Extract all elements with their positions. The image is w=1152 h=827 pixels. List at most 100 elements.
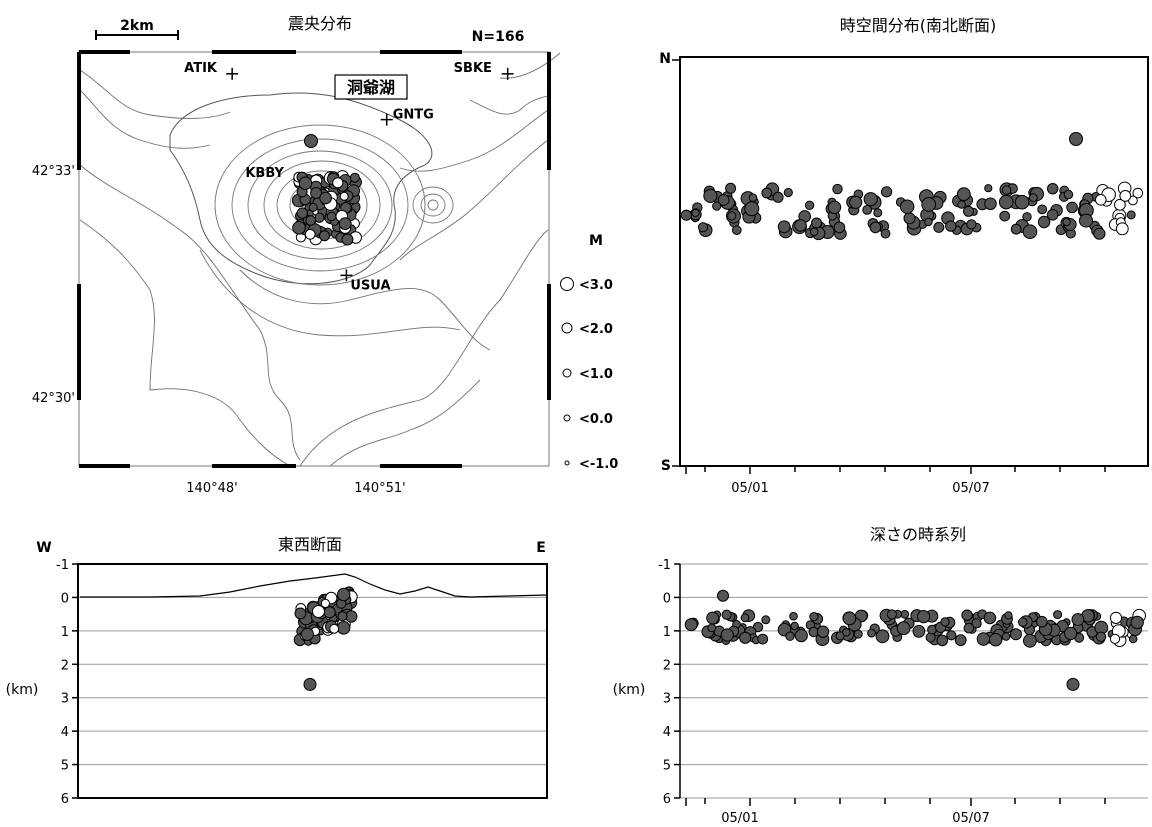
depth-event [1018,617,1028,627]
depth-event [739,631,752,644]
depth-event [707,623,717,633]
epicenter-point [296,207,308,219]
depth-tick-label: 6 [61,792,69,807]
ew-west-label: W [36,540,51,556]
ns-event [1079,213,1093,228]
event-count: N=166 [472,29,525,45]
lon-tick: 140°51' [354,481,405,496]
ns-event [732,225,742,235]
ns-event [880,228,891,239]
depth-tick-label: -1 [56,558,69,573]
ew-event [300,627,314,641]
lake-outline [169,92,433,285]
ns-north-label: N [659,51,671,67]
epicenter-point [292,221,306,235]
ns-x-tick-label: 05/01 [731,481,768,496]
depth-ylabel: (km) [613,682,646,698]
depth-tick-label: 3 [663,692,671,707]
ns-event [1126,210,1136,220]
epicenter-point [338,217,352,231]
depth-event [721,609,732,620]
ew-event [336,621,351,635]
ns-event [921,197,937,212]
depth-event [1109,611,1123,625]
depth-tick-label: 2 [61,658,69,673]
ew-event [294,607,307,620]
map-border-bars [77,50,551,468]
epicenter-point [304,228,316,240]
depth-x-tick-label: 05/07 [952,811,989,826]
ns-event [691,208,700,218]
legend-symbol [560,277,574,291]
epicenter-point [341,233,354,246]
ns-event [1093,227,1106,240]
depth-event [936,634,949,647]
ns-event [1001,185,1012,195]
ns-event [998,194,1014,210]
depth-event [1130,615,1144,630]
scale-label: 2km [120,18,154,34]
ns-event [1119,190,1132,202]
ns-event [827,200,842,215]
ns-event [761,187,773,199]
epicenter-point [305,215,317,226]
epicenter-point [319,230,330,242]
depth-event [971,618,982,629]
ns-event [1062,218,1071,227]
depth-event [1064,626,1078,641]
ns-event [1069,132,1083,146]
depth-tick-label: 3 [61,692,69,707]
depth-event [1001,632,1011,641]
epicenter-point [332,177,344,189]
ew-events [293,586,358,691]
depth-event [912,624,926,638]
ew-event [303,677,317,691]
depth-event [761,615,771,625]
depth-event [706,611,719,625]
legend-item: <2.0 [579,322,613,337]
ns-event [862,205,873,215]
ew-event [320,598,330,609]
ew-section-panel: 東西断面 W E -1 0 1 2 3 4 5 6 (km) [6,535,548,807]
epicenter-point [326,211,337,222]
ew-grid: -1 0 1 2 3 4 5 6 [56,558,547,807]
ew-event [323,606,336,619]
ns-event [945,220,957,232]
ns-events [680,132,1144,241]
ns-event [1066,201,1078,214]
depth-event [809,612,819,622]
ns-event [924,217,933,227]
epicenter-point [349,172,360,183]
ns-event [1010,223,1022,235]
depth-event [963,622,975,634]
legend-item: <3.0 [579,278,613,293]
epicenter-point [308,202,318,212]
ew-event [329,623,340,634]
magnitude-legend: <3.0 <2.0 <1.0 <0.0 <-1.0 [560,277,618,472]
depth-event [790,621,799,631]
map-title: 震央分布 [288,14,352,33]
ns-event [1037,215,1051,229]
ns-event [744,201,760,217]
depth-event [1023,633,1037,648]
depth-x-tick-label: 05/01 [721,811,758,826]
ns-event [999,210,1011,222]
depth-tick-label: 6 [663,792,671,807]
legend-item: <0.0 [579,412,613,427]
station-marker: ATIK [184,61,239,80]
ns-event [849,195,863,209]
epicenter-point [304,134,318,148]
ns-event [783,187,793,198]
depth-event [1053,610,1063,620]
depth-title: 深さの時系列 [870,525,966,544]
ns-event [712,201,722,211]
station-label: USUA [350,278,390,293]
ew-frame [77,563,548,799]
ew-event [312,605,325,618]
ns-event [833,221,846,234]
ns-event [933,221,945,233]
depth-event [917,610,931,624]
lon-tick: 140°48' [186,481,237,496]
depth-event [954,634,967,647]
depth-event [789,611,798,621]
